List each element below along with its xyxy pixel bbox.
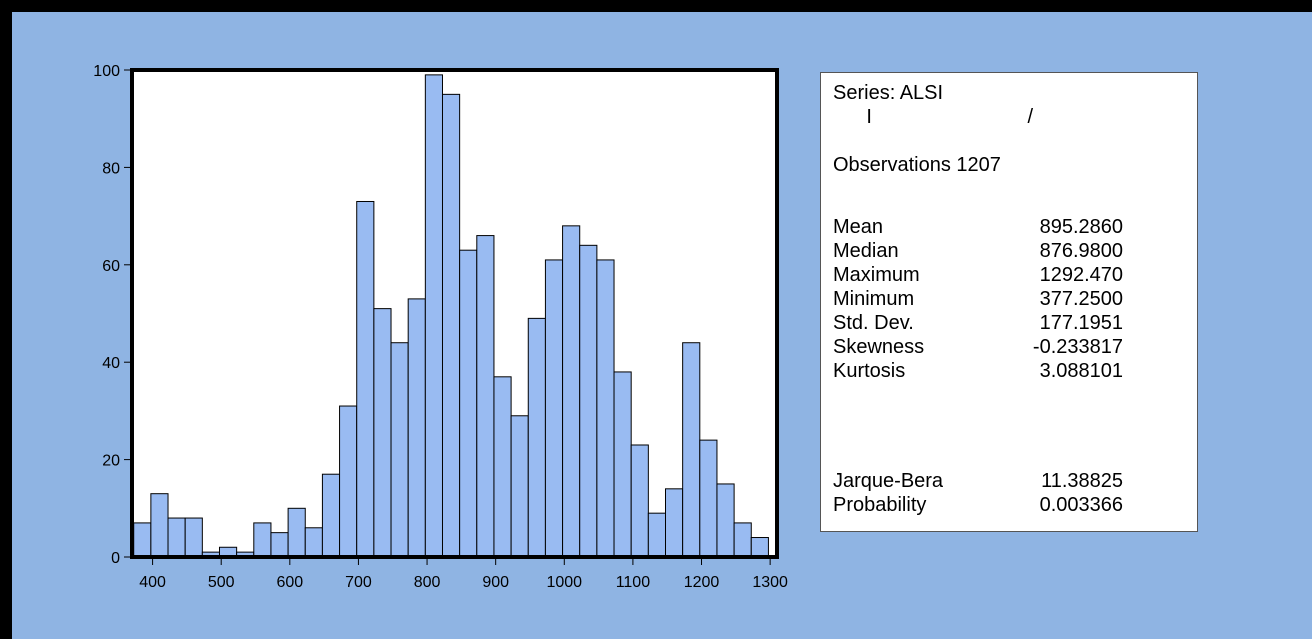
stat-value: 895.2860 (1039, 216, 1123, 238)
histogram-bar (270, 532, 289, 558)
stat-label: Skewness (833, 336, 925, 358)
x-tick-label: 600 (276, 574, 303, 591)
stat-value: 11.38825 (1041, 470, 1123, 492)
histogram-bar (390, 342, 409, 558)
plot-border (130, 68, 779, 559)
histogram-bar (167, 517, 186, 558)
y-tick-label: 60 (102, 258, 120, 275)
histogram-bar (287, 507, 306, 558)
histogram-bar (733, 522, 752, 558)
stat-value: 177.1951 (1039, 312, 1123, 334)
stat-label: Probability (833, 494, 927, 516)
histogram-bar (476, 235, 495, 558)
observations-count: Observations 1207 (833, 154, 1001, 176)
y-tick-label: 80 (102, 160, 120, 177)
stat-value: 876.9800 (1039, 240, 1123, 262)
series-name: Series: ALSI (833, 82, 944, 104)
stat-label: Kurtosis (833, 360, 906, 382)
histogram-bar (339, 405, 358, 558)
x-tick-label: 900 (482, 574, 509, 591)
x-tick-label: 500 (208, 574, 235, 591)
stat-value: -0.233817 (1032, 336, 1123, 358)
histogram-panel: 0 20 40 60 80 100 400 500 600 700 800 900 1000 1100 12… (12, 12, 1312, 639)
y-tick-label: 100 (93, 63, 120, 80)
stat-label: Std. Dev. (833, 312, 914, 334)
histogram-bar (510, 415, 529, 558)
histogram-bar (562, 225, 581, 558)
histogram-chart: 0 20 40 60 80 100 400 500 600 700 800 900 1000 1100 12… (93, 63, 788, 591)
histogram-bar (253, 522, 272, 558)
histogram-bar (664, 488, 684, 558)
stat-label: Median (833, 240, 899, 262)
y-tick-label: 40 (102, 355, 120, 372)
x-tick-label: 1100 (616, 574, 651, 591)
x-tick-label: 400 (139, 574, 166, 591)
y-tick-label: 20 (102, 453, 120, 470)
histogram-bar (304, 527, 323, 558)
histogram-bar (699, 439, 718, 558)
x-tick-label: 1000 (546, 574, 582, 591)
histogram-bar (647, 512, 666, 558)
x-tick-label: 700 (345, 574, 372, 591)
histogram-bar (356, 200, 375, 558)
histogram-bar (630, 444, 649, 558)
histogram-bar (682, 342, 701, 558)
y-tick-label: 0 (111, 550, 120, 567)
x-tick-label: 800 (414, 574, 441, 591)
histogram-bar (527, 317, 546, 558)
histogram-bar (321, 473, 341, 558)
histogram-bar (184, 517, 203, 558)
stat-label: Mean (833, 216, 884, 238)
histogram-bar (716, 483, 735, 558)
histogram-bar (150, 493, 169, 558)
stat-label: Minimum (833, 288, 915, 310)
histogram-bar (373, 308, 392, 558)
histogram-bar (613, 371, 632, 558)
histogram-bar (459, 249, 478, 558)
histogram-bar (579, 244, 598, 558)
stat-value: 1292.470 (1039, 264, 1123, 286)
stat-value: 0.003366 (1039, 494, 1123, 516)
histogram-bar (133, 522, 152, 558)
histogram-bar (750, 537, 769, 558)
histogram-bar (544, 259, 564, 558)
histogram-bar (493, 376, 512, 558)
sample-range: I / (833, 106, 1034, 128)
descriptive-statistics-box: Series: ALSI I / Observations 1207 Mean … (820, 72, 1198, 532)
histogram-bar (407, 298, 426, 558)
histogram-bar (596, 259, 615, 558)
stat-value: 3.088101 (1039, 360, 1123, 382)
stat-label: Jarque-Bera (833, 470, 944, 492)
stat-value: 377.2500 (1039, 288, 1123, 310)
x-tick-label: 1300 (752, 574, 788, 591)
histogram-bar (441, 93, 461, 558)
histogram-bar (424, 74, 443, 558)
stat-label: Maximum (833, 264, 920, 286)
x-tick-label: 1200 (684, 574, 720, 591)
